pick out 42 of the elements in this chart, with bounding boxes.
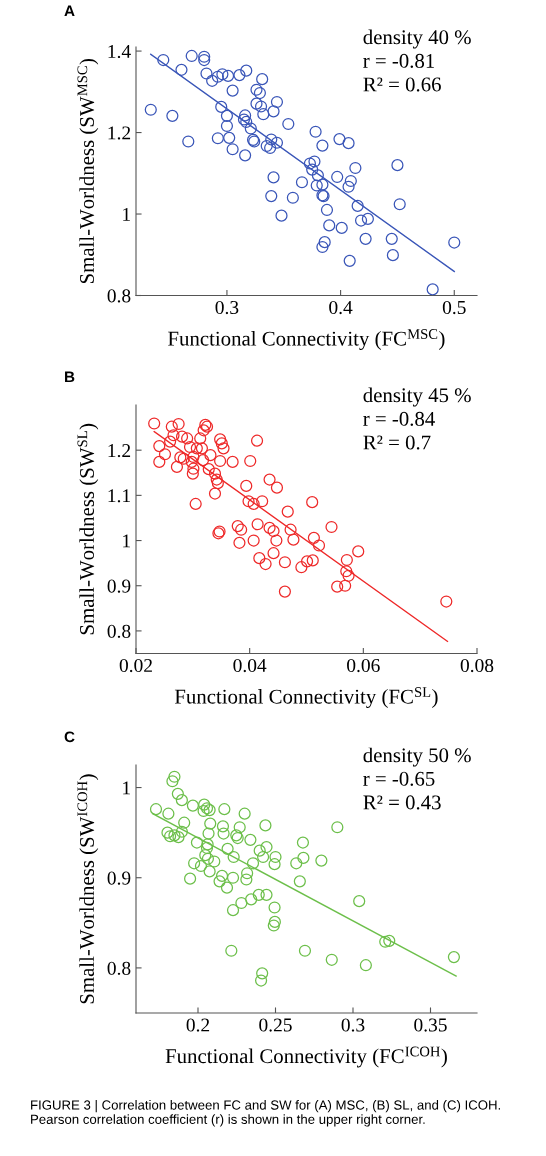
y-tick-label: 0.9 — [107, 579, 131, 593]
y-axis-title: Small-Worldness (SW$^{MSC}$) — [77, 58, 99, 284]
x-tick-label: 0.3 — [341, 1018, 365, 1032]
x-tick-label: 0.4 — [329, 300, 353, 315]
annotation: r = -0.81 — [363, 53, 435, 68]
y-tick-label: 0.8 — [107, 289, 131, 303]
y-tick-label: 0.9 — [107, 871, 131, 885]
annotation: density 40 % — [363, 29, 471, 49]
y-tick-label: 0.8 — [107, 624, 131, 638]
x-tick-label: 0.04 — [233, 658, 267, 673]
y-tick-label: 1.2 — [108, 444, 131, 458]
text: B — [65, 371, 75, 383]
annotation: R² = 0.43 — [363, 795, 441, 810]
x-tick-label: 0.3 — [215, 300, 239, 315]
y-tick-label: 1.2 — [108, 126, 131, 140]
annotation: r = -0.65 — [363, 771, 435, 786]
x-tick-label: 0.35 — [414, 1018, 447, 1032]
y-tick-label: 1.1 — [108, 489, 130, 503]
x-tick-label: 0.2 — [186, 1018, 210, 1032]
annotation: R² = 0.7 — [363, 435, 431, 450]
annotation: r = -0.84 — [363, 411, 435, 426]
y-tick-label: 1 — [123, 207, 130, 221]
text: A — [64, 5, 75, 17]
text: C — [64, 731, 75, 743]
annotation: R² = 0.66 — [363, 77, 441, 92]
y-tick-label: 1 — [123, 534, 130, 548]
x-tick-label: 0.5 — [442, 300, 466, 315]
y-tick-label: 1 — [123, 781, 130, 795]
x-axis-title: Functional Connectivity (FC$^{SL}$) — [174, 687, 438, 708]
x-tick-label: 0.06 — [347, 658, 380, 673]
annotation: density 50 % — [363, 747, 471, 767]
annotation: density 45 % — [363, 387, 471, 407]
y-axis-title: Small-Worldness (SW$^{ICOH}$) — [77, 774, 99, 1004]
x-tick-label: 0.25 — [259, 1018, 292, 1032]
x-tick-label: 0.08 — [460, 658, 494, 673]
y-tick-label: 1.4 — [108, 44, 131, 59]
y-tick-label: 0.8 — [107, 961, 131, 975]
caption: FIGURE 3 | Correlation between FC and SW for (A) MSC, (B) SL, and (C) ICOH. Pearson correlation coefficient (r) is shown in the upper right corner. — [31, 1100, 501, 1127]
x-tick-label: 0.02 — [119, 658, 152, 673]
x-axis-title: Functional Connectivity (FC$^{ICOH}$) — [165, 1046, 447, 1068]
x-axis-title: Functional Connectivity (FC$^{MSC}$) — [168, 329, 445, 350]
y-axis-title: Small-Worldness (SW$^{SL}$) — [77, 423, 99, 635]
